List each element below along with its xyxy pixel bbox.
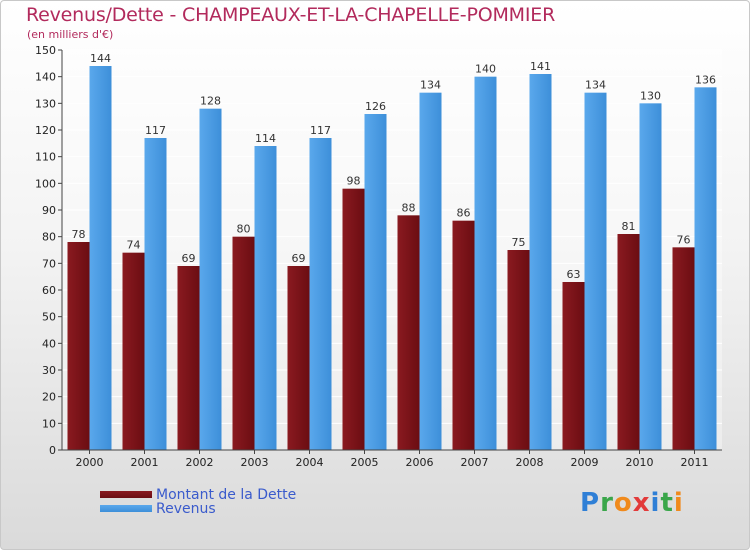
bar-dette [122,252,145,450]
value-label: 69 [182,252,196,265]
x-tick-label: 2010 [626,456,654,469]
chart-title: Revenus/Dette - CHAMPEAUX-ET-LA-CHAPELLE… [26,4,556,26]
bar-dette [397,215,420,450]
y-tick-label: 60 [42,284,56,297]
value-label: 76 [677,233,691,246]
x-tick-label: 2003 [241,456,269,469]
value-label: 98 [347,175,361,188]
logo-letter: i [650,488,661,518]
value-label: 114 [255,132,276,145]
value-label: 128 [200,95,221,108]
value-labels: 78 144 74 117 69 128 80 114 69 117 98 126 88 134 86 140… [72,52,717,281]
bar-revenus [639,103,662,450]
x-tick-label: 2006 [406,456,434,469]
legend-label-revenus: Revenus [156,501,216,517]
bars [67,66,717,451]
bar-revenus [584,92,607,451]
value-label: 134 [585,79,606,92]
bar-revenus [89,66,112,450]
y-tick-label: 130 [35,97,56,110]
bar-dette [67,242,90,450]
x-tick-label: 2007 [461,456,489,469]
bar-dette [672,247,695,450]
logo-letter: x [632,488,651,518]
x-tick-label: 2011 [681,456,709,469]
value-label: 78 [72,228,86,241]
axes: 0 10 20 30 40 50 60 70 80 90 100 110 120 130 140 150 200… [35,44,722,469]
y-tick-label: 20 [42,391,56,404]
x-tick-label: 2002 [186,456,214,469]
bar-dette [342,188,365,450]
legend-swatch-dette [100,491,152,498]
y-tick-label: 140 [35,71,56,84]
value-label: 86 [457,207,471,220]
bar-dette [232,236,255,450]
x-tick-label: 2009 [571,456,599,469]
value-label: 80 [237,223,251,236]
proxiti-logo: Proxiti [580,488,684,518]
bar-revenus [694,87,717,450]
x-tick-label: 2001 [131,456,159,469]
x-tick-label: 2000 [76,456,104,469]
bar-revenus [419,92,442,451]
gridlines [62,49,722,451]
logo-letter: t [660,488,674,518]
bar-revenus [144,138,167,450]
y-tick-label: 70 [42,257,56,270]
y-tick-label: 150 [35,44,56,57]
legend-swatch-revenus [100,505,152,512]
value-label: 74 [127,239,141,252]
bar-dette [287,266,310,450]
value-label: 144 [90,52,111,65]
chart-subtitle: (en milliers d'€) [27,28,114,41]
y-tick-label: 0 [49,444,56,457]
value-label: 141 [530,60,551,73]
value-label: 81 [622,220,636,233]
value-label: 63 [567,268,581,281]
bar-dette [617,234,640,450]
y-tick-label: 90 [42,204,56,217]
logo-letter: r [600,488,614,518]
bar-dette [177,266,200,450]
x-tick-label: 2005 [351,456,379,469]
plot-area [62,50,722,450]
bar-revenus [474,76,497,451]
value-label: 134 [420,79,441,92]
y-tick-label: 110 [35,151,56,164]
bar-revenus [309,138,332,450]
value-label: 88 [402,201,416,214]
value-label: 140 [475,63,496,76]
value-label: 130 [640,89,661,102]
y-tick-label: 40 [42,337,56,350]
y-tick-label: 30 [42,364,56,377]
logo-letter: P [580,488,601,518]
bar-revenus [254,146,277,450]
bar-revenus [529,74,552,450]
legend-label-dette: Montant de la Dette [156,487,297,503]
y-tick-label: 120 [35,124,56,137]
bar-dette [507,250,530,450]
value-label: 75 [512,236,526,249]
value-label: 117 [310,124,331,137]
bar-dette [562,282,585,450]
y-tick-label: 100 [35,177,56,190]
logo-letter: o [613,488,633,518]
value-label: 69 [292,252,306,265]
x-tick-label: 2008 [516,456,544,469]
y-tick-label: 10 [42,417,56,430]
value-label: 117 [145,124,166,137]
x-tick-label: 2004 [296,456,324,469]
y-tick-label: 80 [42,231,56,244]
logo-letter: i [673,488,684,518]
y-tick-label: 50 [42,311,56,324]
bar-dette [452,220,475,450]
value-label: 126 [365,100,386,113]
bar-revenus [199,108,222,451]
bar-revenus [364,114,387,450]
value-label: 136 [695,73,716,86]
